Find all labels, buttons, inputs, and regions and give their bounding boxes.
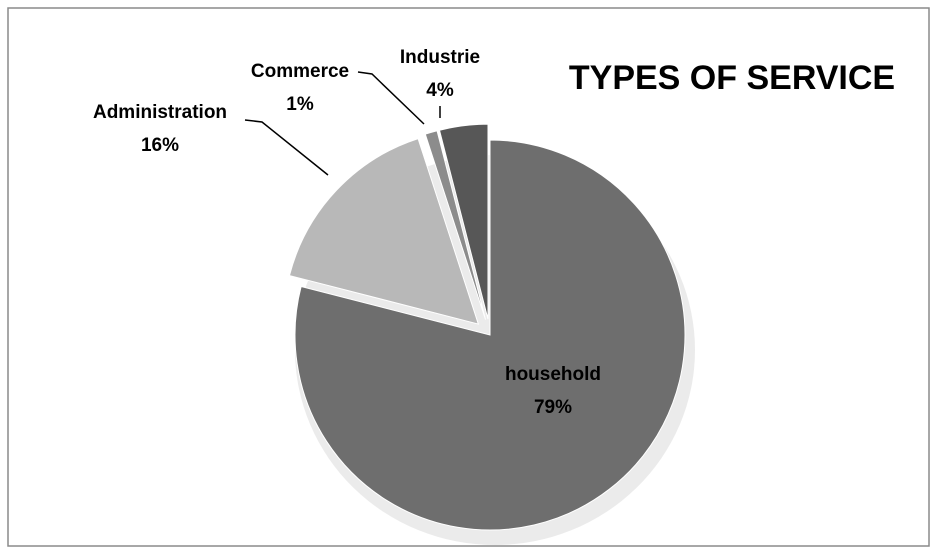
slice-value-label: 1%	[286, 94, 314, 115]
slice-value-label: 16%	[141, 135, 179, 156]
leader-line	[244, 119, 329, 176]
slice-label: Administration	[93, 102, 227, 123]
slice-value-label: 79%	[534, 397, 572, 418]
slice-label: Industrie	[400, 47, 480, 68]
chart-title: TYPES OF SERVICE	[569, 59, 895, 97]
slice-label: household	[505, 364, 601, 385]
slice-label: Commerce	[251, 61, 349, 82]
pie-slice	[438, 123, 489, 320]
pie-slice	[288, 137, 480, 325]
slice-value-label: 4%	[426, 80, 454, 101]
pie-slice	[294, 139, 686, 531]
leader-line	[357, 71, 425, 125]
pie-slice	[424, 130, 487, 320]
